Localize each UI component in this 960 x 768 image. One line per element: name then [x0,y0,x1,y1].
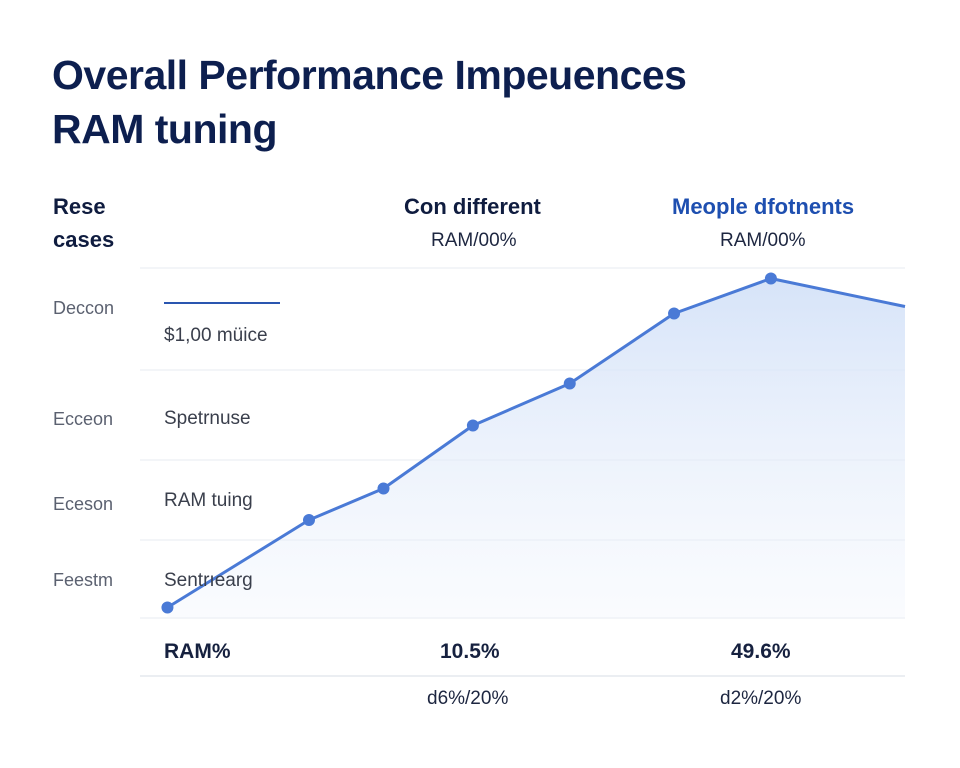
chart-title-line2: RAM tuning [52,106,277,152]
column-header-cases-line2: cases [53,227,115,252]
row-label: Deccon [53,298,115,318]
row-label: Feestm [53,570,114,590]
data-point [466,419,479,432]
data-point [668,307,681,320]
data-point [563,377,576,390]
column-sub-different: RAM/00% [431,230,517,251]
row-label: Eceson [53,494,114,514]
data-point [377,482,390,495]
footer-value-1: 10.5% [440,640,500,663]
chart-title-line1: Overall Performance Impeuences [52,52,687,98]
footer-sub-2: d2%/20% [720,688,802,709]
footer-sub-1: d6%/20% [427,688,509,709]
data-point [161,601,174,614]
footer-label: RAM% [164,640,231,663]
column-header-different: Con different [404,194,541,219]
series-line [166,277,906,609]
row-cell: Spetrnuse [164,408,251,429]
column-header-people: Meople dfotnents [672,194,855,219]
data-point [303,514,315,526]
footer-value-2: 49.6% [731,640,791,663]
data-point [764,272,777,285]
row-cell: $1,00 müice [164,325,268,346]
column-sub-people: RAM/00% [720,230,806,251]
row-cell: RAM tuing [164,490,253,511]
area-fill [167,278,905,618]
column-header-cases: Rese [53,194,106,219]
row-label: Ecceon [53,409,114,429]
row-cell: Sentrıearg [164,570,253,591]
